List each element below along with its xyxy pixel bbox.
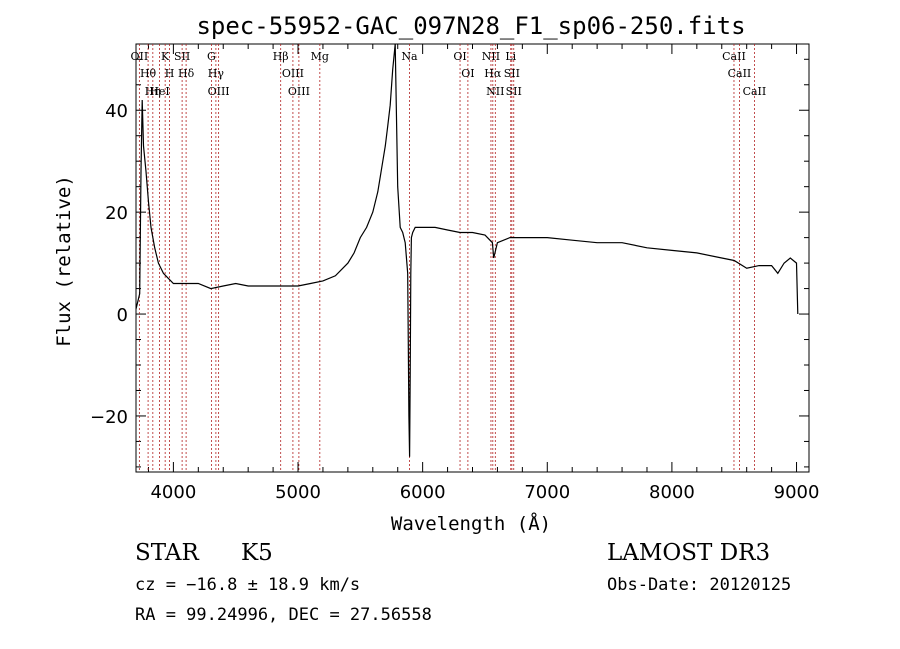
spectral-line-label: CaII (728, 67, 752, 80)
x-tick-label: 4000 (150, 482, 196, 503)
spectral-line-label: SII (506, 85, 522, 98)
spectral-line-label: OIII (288, 85, 310, 98)
tick-labels: 4000 5000 6000 7000 8000 9000 −20 0 20 40 (90, 101, 819, 503)
spectral-line-label: Hδ (178, 67, 195, 80)
spectral-line-label: Hη (145, 85, 161, 98)
spectral-line-label: G (207, 50, 216, 63)
spectral-line-label: NII (482, 50, 500, 63)
spectral-line-label: OII (131, 50, 149, 63)
spectral-line-label: OIII (208, 85, 230, 98)
spectral-line-label: OI (453, 50, 466, 63)
spectral-line-label: CaII (722, 50, 746, 63)
x-axis-label: Wavelength (Å) (391, 512, 551, 535)
spectral-line-label: Hα (484, 67, 502, 80)
spectral-line-label: H (165, 67, 175, 80)
spectral-line-label: Hγ (208, 67, 225, 80)
x-tick-label: 5000 (275, 482, 321, 503)
y-tick-label: 40 (105, 101, 128, 122)
spectral-line-label: Mg (311, 50, 329, 63)
y-tick-label: −20 (90, 407, 128, 428)
emission-lines (138, 44, 755, 472)
spectral-line-label: OI (461, 67, 474, 80)
object-class: STAR (135, 540, 199, 566)
spectral-line-label: SII (504, 67, 520, 80)
spectral-line-label: HeI (149, 85, 169, 98)
spectrum-series-line (135, 43, 799, 457)
spectral-line-label: CaII (743, 85, 767, 98)
plot-frame (135, 43, 810, 473)
spectral-line-label: Hβ (273, 50, 289, 63)
ra-dec: RA = 99.24996, DEC = 27.56558 (135, 605, 432, 625)
x-tick-label: 9000 (774, 482, 820, 503)
axes (135, 43, 810, 473)
object-subclass: K5 (241, 540, 273, 566)
x-tick-label: 7000 (524, 482, 570, 503)
spectral-line-label: Na (401, 50, 418, 63)
obs-date: Obs-Date: 20120125 (607, 575, 791, 595)
spectral-line-label: K (161, 50, 170, 63)
redshift-cz: cz = −16.8 ± 18.9 km/s (135, 575, 360, 595)
x-tick-label: 8000 (649, 482, 695, 503)
spectral-line-label: SII (174, 50, 190, 63)
y-tick-label: 20 (105, 203, 128, 224)
spectral-line-label: Hθ (140, 67, 157, 80)
y-tick-label: 0 (117, 305, 128, 326)
x-tick-label: 6000 (400, 482, 446, 503)
spectral-line-label: Li (505, 50, 516, 63)
survey-name: LAMOST DR3 (607, 540, 770, 566)
spectral-line-label: OIII (282, 67, 304, 80)
y-axis-label: Flux (relative) (53, 175, 75, 347)
chart-title: spec-55952-GAC_097N28_F1_sp06-250.fits (196, 12, 745, 40)
spectral-line-label: NII (486, 85, 504, 98)
